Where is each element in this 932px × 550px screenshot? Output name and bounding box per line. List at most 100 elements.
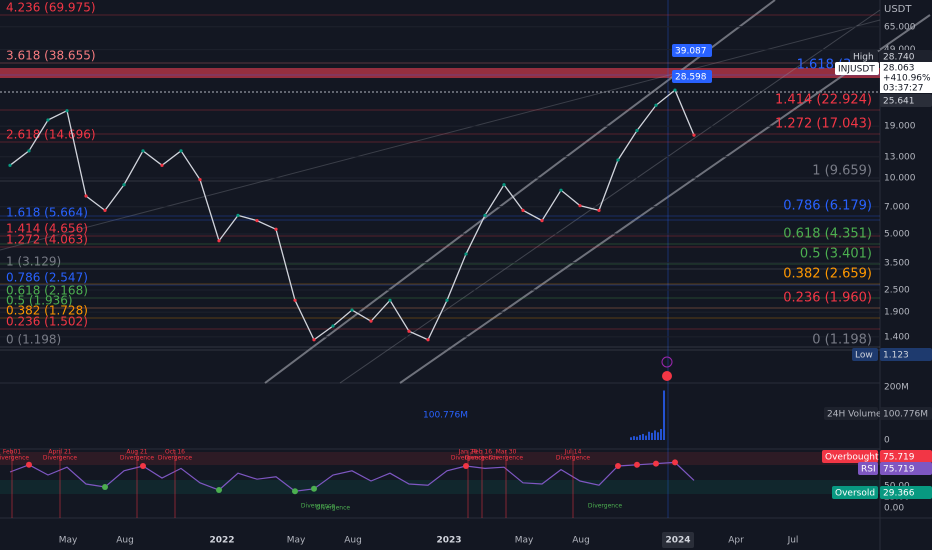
- volume-tick: 0: [884, 436, 890, 446]
- price-point: [8, 163, 12, 167]
- fib-left-label: 1.272 (4.063): [6, 233, 88, 247]
- time-label: Apr: [728, 536, 744, 546]
- currency: USDT: [884, 4, 912, 15]
- price-point: [293, 298, 297, 302]
- low-value: 1.123: [883, 351, 909, 361]
- price-point: [578, 204, 582, 208]
- volume-bar: [663, 390, 665, 440]
- divergence-date: Feb 16: [472, 449, 492, 456]
- time-label: 2024: [665, 536, 690, 546]
- low-value-box: [880, 348, 932, 361]
- price-point: [350, 308, 354, 312]
- price-tick-label: 19.000: [884, 122, 916, 132]
- price-point: [654, 103, 658, 107]
- symbol: INJUSDT: [838, 65, 875, 75]
- volume-bar: [660, 429, 662, 440]
- rsi-tick: 0.00: [884, 504, 904, 514]
- divergence-text: Divergence: [451, 455, 485, 462]
- fib-right-label: 1.414 (22.924): [775, 93, 872, 108]
- price-point: [559, 188, 563, 192]
- volume-bar: [636, 436, 638, 440]
- rsi-signal: [140, 463, 146, 469]
- time-label: May: [515, 536, 534, 546]
- channel-mid: [339, 9, 881, 384]
- fib-left-label: 3.618 (38.655): [6, 49, 96, 63]
- oversold-label: Oversold: [835, 489, 875, 499]
- fib-right-label: 0 (1.198): [812, 333, 872, 348]
- event-icon: [662, 371, 672, 381]
- volume-pane-value: 100.776M: [423, 411, 468, 421]
- price-tick-label: 1.400: [884, 332, 910, 342]
- fib-right-label: 0.5 (3.401): [800, 247, 872, 262]
- divergence-date: Mar 30: [496, 449, 517, 456]
- divergence-date: Jul 14: [564, 449, 582, 456]
- price-point: [160, 163, 164, 167]
- volume-bar: [654, 430, 656, 440]
- price-point: [445, 298, 449, 302]
- price-tick-label: 3.500: [884, 258, 910, 268]
- price-point: [331, 324, 335, 328]
- high-value-box: [880, 50, 932, 63]
- fib-left-label: 0.5 (1.936): [6, 294, 73, 308]
- channel-upper: [264, 0, 776, 384]
- fib-right-label: 0.618 (4.351): [783, 227, 872, 242]
- high-value: 28.740: [883, 53, 915, 63]
- rsi-signal: [615, 463, 621, 469]
- overbought-value: 75.719: [883, 453, 915, 463]
- price-point: [388, 298, 392, 302]
- fib-left-label: 0.786 (2.547): [6, 271, 88, 285]
- volume-label: 24H Volume: [827, 410, 882, 420]
- tag-top-box: [672, 44, 712, 57]
- fib-right-label: 0.382 (2.659): [783, 267, 872, 282]
- fib-left-label: 0.618 (2.168): [6, 284, 88, 298]
- rsi-line: [9, 461, 695, 492]
- divergence-date: Aug 21: [126, 449, 147, 456]
- volume-bar: [642, 433, 644, 440]
- rsi-label-box: [858, 462, 878, 475]
- time-label: May: [59, 536, 78, 546]
- divergence-text: Divergence: [43, 455, 77, 462]
- price-tick-label: 2.500: [884, 285, 910, 295]
- divergence-date: Feb01: [3, 449, 21, 456]
- oversold-zone: [0, 480, 880, 494]
- volume-bar: [630, 437, 632, 440]
- rsi-signal: [102, 484, 108, 490]
- last-price: 28.063: [883, 64, 915, 74]
- time-label: Aug: [344, 536, 362, 546]
- rsi-signal: [216, 487, 222, 493]
- fib-right-label: 0.786 (6.179): [783, 199, 872, 214]
- time-label: Aug: [572, 536, 590, 546]
- tag-top: 39.087: [675, 47, 707, 57]
- time-label: Aug: [116, 536, 134, 546]
- volume-bar: [645, 435, 647, 440]
- price-point: [635, 128, 639, 133]
- price-tick-label: 7.000: [884, 202, 910, 212]
- symbol-box: [835, 62, 879, 75]
- divergence-bottom: Divergence: [301, 503, 335, 510]
- divergence-text: Divergence: [556, 455, 590, 462]
- rsi-value-box: [880, 462, 932, 475]
- volume-bar: [651, 432, 653, 440]
- volume-bar: [648, 431, 650, 440]
- price-point: [407, 329, 411, 333]
- rsi-signal: [26, 461, 32, 468]
- resistance-band: [0, 68, 880, 78]
- divergence-text: Divergence: [120, 455, 154, 462]
- price-point: [540, 219, 544, 223]
- price-point: [84, 194, 88, 198]
- price-point: [502, 183, 506, 187]
- price-tick-label: 65.000: [884, 22, 916, 32]
- countdown: 03:37:27: [883, 84, 923, 94]
- divergence-text: Divergence: [0, 455, 29, 462]
- fib-left-label: 0 (1.198): [6, 333, 61, 347]
- low-label-box: [852, 348, 878, 361]
- price-point: [217, 239, 221, 243]
- tag-second: 28.598: [675, 73, 707, 83]
- overbought-zone: [0, 452, 880, 465]
- level-box: [880, 94, 932, 107]
- divergence-bottom: Divergence: [588, 503, 622, 510]
- oversold-label-box: [832, 486, 878, 499]
- overbought-label: Overbought: [825, 453, 879, 463]
- price-point: [521, 208, 525, 212]
- price-point: [692, 133, 696, 137]
